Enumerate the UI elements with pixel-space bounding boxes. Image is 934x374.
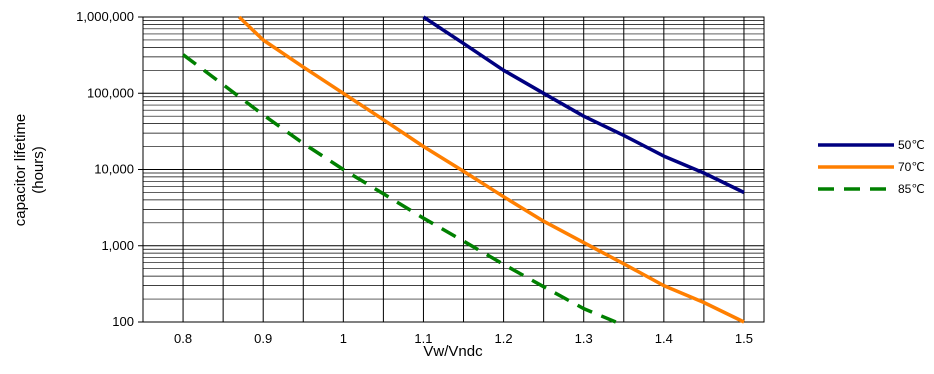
x-tick-label: 1 — [340, 331, 347, 346]
legend-label: 70℃ — [898, 160, 925, 174]
series-layer — [182, 15, 745, 324]
legend-label: 85℃ — [898, 182, 925, 196]
y-tick-label: 1,000 — [101, 238, 134, 253]
x-axis-title: Vw/Vndc — [423, 343, 483, 360]
x-tick-label: 0.8 — [174, 331, 192, 346]
series-line — [182, 53, 617, 324]
minor-gridlines — [143, 20, 764, 300]
y-tick-labels: 100 1,000 10,000 100,000 1,000,000 — [76, 9, 134, 329]
legend: 50℃ 70℃ 85℃ — [818, 138, 925, 196]
x-tick-label: 1.4 — [655, 331, 673, 346]
y-axis-title-line-2: (hours) — [30, 146, 47, 194]
y-axis-title: capacitor lifetime (hours) — [12, 114, 47, 227]
x-tick-label: 1.3 — [575, 331, 593, 346]
y-tick-label: 1,000,000 — [76, 9, 134, 24]
y-tick-label: 100 — [112, 314, 134, 329]
x-tick-label: 1.1 — [414, 331, 432, 346]
x-tick-labels: 0.8 0.9 1 1.1 1.2 1.3 1.4 1.5 — [174, 331, 753, 346]
legend-label: 50℃ — [898, 138, 925, 152]
y-tick-label: 10,000 — [94, 162, 134, 177]
plot-area-frame — [142, 16, 765, 323]
x-tick-label: 1.2 — [495, 331, 513, 346]
x-tick-label: 0.9 — [254, 331, 272, 346]
x-tick-label: 1.5 — [735, 331, 753, 346]
y-tick-label: 100,000 — [87, 85, 134, 100]
y-axis-title-line-1: capacitor lifetime — [12, 114, 29, 227]
series-line — [422, 15, 745, 195]
series-line — [237, 15, 745, 324]
